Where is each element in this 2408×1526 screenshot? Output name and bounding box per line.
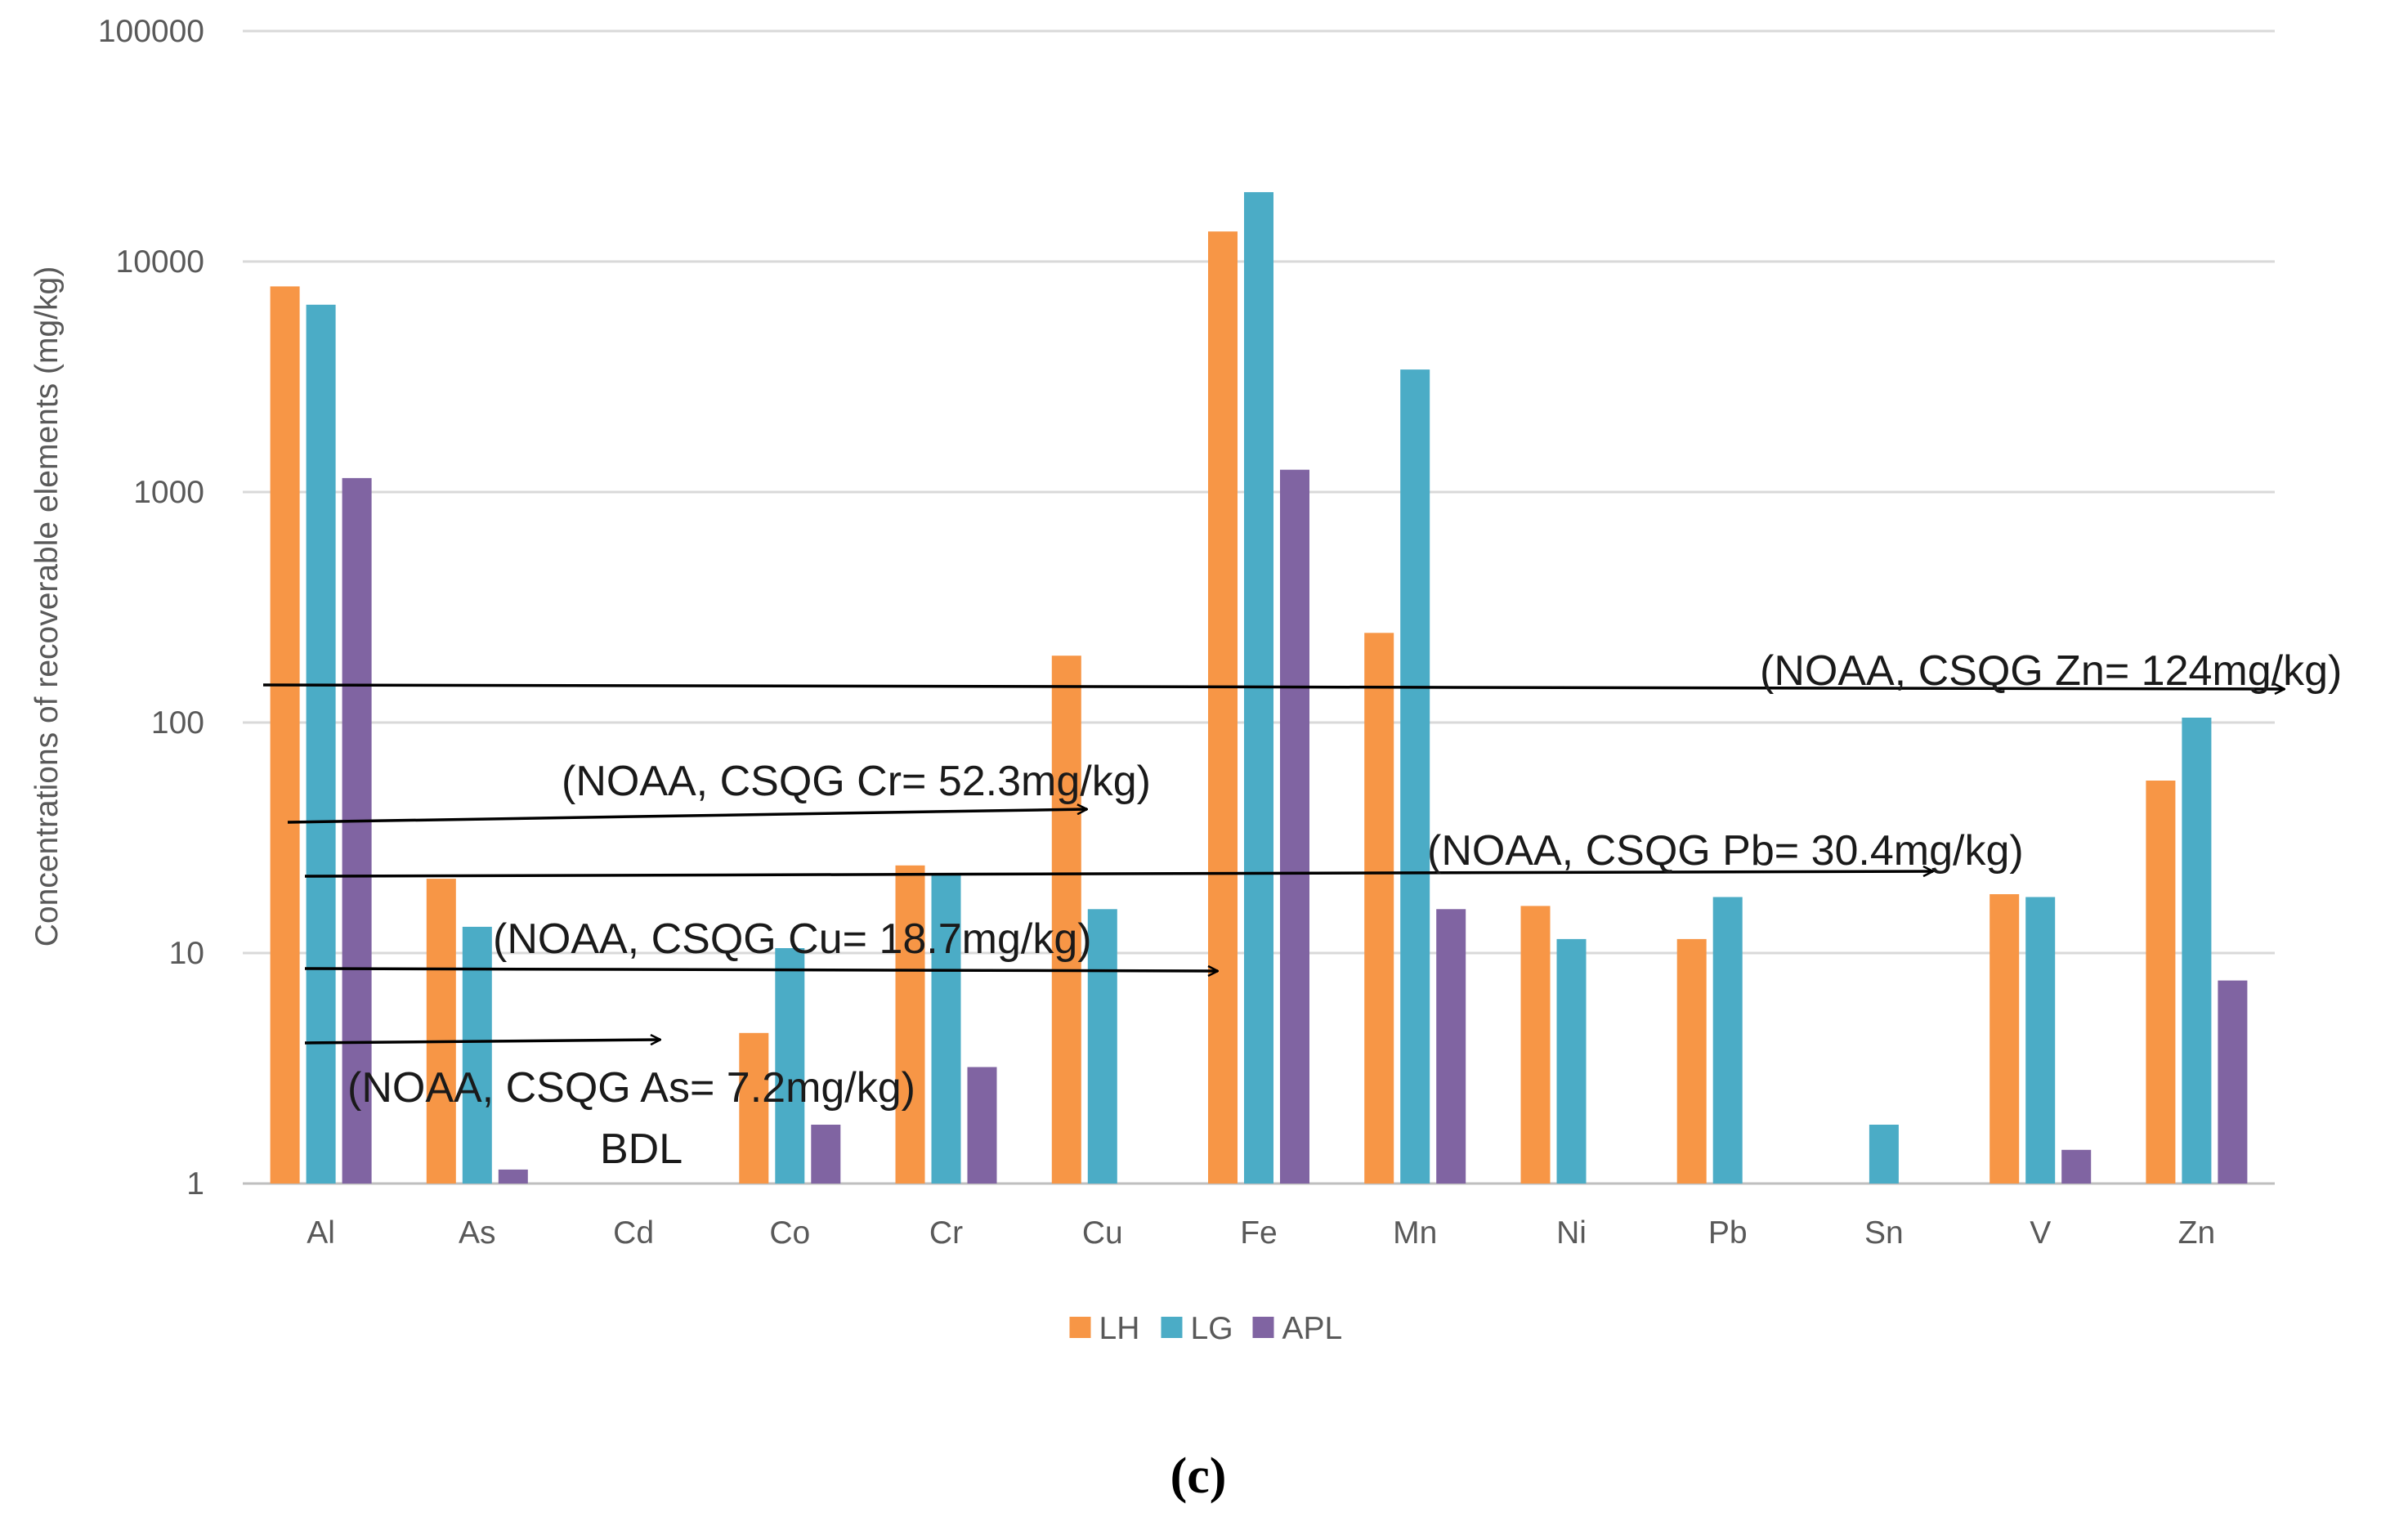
bar-lg-al bbox=[306, 304, 336, 1184]
legend: LH LG APL bbox=[1069, 1311, 1343, 1346]
bar-lg-co bbox=[775, 948, 805, 1184]
bar-apl-co bbox=[811, 1125, 841, 1184]
bar-lh-mn bbox=[1364, 633, 1394, 1184]
bar-lg-mn bbox=[1400, 369, 1430, 1184]
bar-lg-ni bbox=[1556, 938, 1587, 1184]
cu-guideline-arrow bbox=[304, 969, 1218, 971]
bar-lg-as bbox=[462, 926, 492, 1184]
bar-lh-cr bbox=[895, 865, 925, 1184]
x-tick-label-pb: Pb bbox=[1708, 1215, 1748, 1251]
bar-lg-sn bbox=[1869, 1125, 1899, 1184]
bar-lh-al bbox=[270, 286, 300, 1184]
bar-lh-cu bbox=[1051, 656, 1081, 1184]
y-tick-label: 1 bbox=[186, 1166, 204, 1202]
zn-guideline-label: (NOAA, CSQG Zn= 124mg/kg) bbox=[1760, 647, 2342, 695]
legend-label-lh: LH bbox=[1099, 1311, 1140, 1346]
bar-apl-as bbox=[498, 1169, 528, 1184]
bar-lh-ni bbox=[1520, 906, 1551, 1184]
cr-guideline-label: (NOAA, CSQG Cr= 52.3mg/kg) bbox=[562, 758, 1151, 805]
y-tick-label: 100 bbox=[151, 705, 204, 741]
bar-lg-cr bbox=[931, 874, 961, 1184]
x-tick-label-sn: Sn bbox=[1864, 1215, 1904, 1251]
x-tick-label-zn: Zn bbox=[2178, 1215, 2216, 1251]
bar-apl-al bbox=[342, 477, 372, 1184]
pb-guideline-label: (NOAA, CSQG Pb= 30.4mg/kg) bbox=[1427, 827, 2024, 875]
bar-lh-co bbox=[739, 1032, 769, 1184]
x-tick-label-cd: Cd bbox=[613, 1215, 654, 1251]
y-tick-label: 10000 bbox=[116, 244, 204, 280]
as-guideline-label: (NOAA, CSQG As= 7.2mg/kg) bbox=[347, 1064, 915, 1112]
x-tick-label-as: As bbox=[459, 1215, 496, 1251]
bar-lg-cu bbox=[1087, 909, 1117, 1184]
panel-label: (c) bbox=[1170, 1448, 1227, 1504]
bar-lh-v bbox=[1990, 894, 2020, 1184]
x-tick-label-fe: Fe bbox=[1240, 1215, 1278, 1251]
legend-swatch-lh bbox=[1069, 1317, 1091, 1338]
as-guideline-arrow bbox=[304, 1040, 660, 1043]
cr-guideline-arrow bbox=[287, 809, 1087, 824]
legend-label-apl: APL bbox=[1282, 1311, 1343, 1346]
x-tick-label-al: Al bbox=[307, 1215, 335, 1251]
bar-lh-fe bbox=[1208, 231, 1238, 1184]
bar-lh-pb bbox=[1676, 938, 1707, 1184]
bdl-label: BDL bbox=[600, 1125, 683, 1173]
y-tick-label: 1000 bbox=[133, 475, 204, 510]
annotations: (NOAA, CSQG Zn= 124mg/kg) (NOAA, CSQG Cr… bbox=[262, 647, 2342, 1173]
y-axis-label: Concentrations of recoverable elements (… bbox=[29, 266, 65, 946]
bar-lh-as bbox=[426, 879, 456, 1184]
zn-guideline-arrow bbox=[262, 685, 2285, 689]
x-tick-label-cu: Cu bbox=[1082, 1215, 1123, 1251]
x-tick-label-ni: Ni bbox=[1556, 1215, 1587, 1251]
pb-guideline-arrow bbox=[304, 871, 1933, 878]
bars-group bbox=[270, 192, 2248, 1184]
bar-lh-zn bbox=[2146, 781, 2176, 1184]
bar-apl-fe bbox=[1280, 469, 1309, 1184]
legend-swatch-lg bbox=[1161, 1317, 1183, 1338]
bar-lg-pb bbox=[1712, 897, 1743, 1184]
x-tick-label-cr: Cr bbox=[929, 1215, 963, 1251]
legend-swatch-apl bbox=[1252, 1317, 1274, 1338]
x-tick-label-mn: Mn bbox=[1393, 1215, 1437, 1251]
y-axis-ticks: 1 10 100 1000 10000 100000 bbox=[98, 14, 204, 1202]
bar-apl-cr bbox=[967, 1067, 997, 1184]
bar-lg-zn bbox=[2182, 718, 2212, 1184]
y-tick-label: 100000 bbox=[98, 14, 204, 49]
legend-label-lg: LG bbox=[1191, 1311, 1233, 1346]
bar-apl-zn bbox=[2218, 980, 2248, 1184]
bar-lg-v bbox=[2025, 897, 2056, 1184]
y-tick-label: 10 bbox=[169, 936, 204, 971]
bar-apl-v bbox=[2061, 1149, 2092, 1184]
cu-guideline-label: (NOAA, CSQG Cu= 18.7mg/kg) bbox=[493, 915, 1092, 963]
x-axis-ticks: Al As Cd Co Cr Cu Fe Mn Ni Pb Sn V Zn bbox=[307, 1215, 2215, 1251]
bar-apl-mn bbox=[1436, 909, 1466, 1184]
x-tick-label-v: V bbox=[2030, 1215, 2051, 1251]
x-tick-label-co: Co bbox=[769, 1215, 810, 1251]
